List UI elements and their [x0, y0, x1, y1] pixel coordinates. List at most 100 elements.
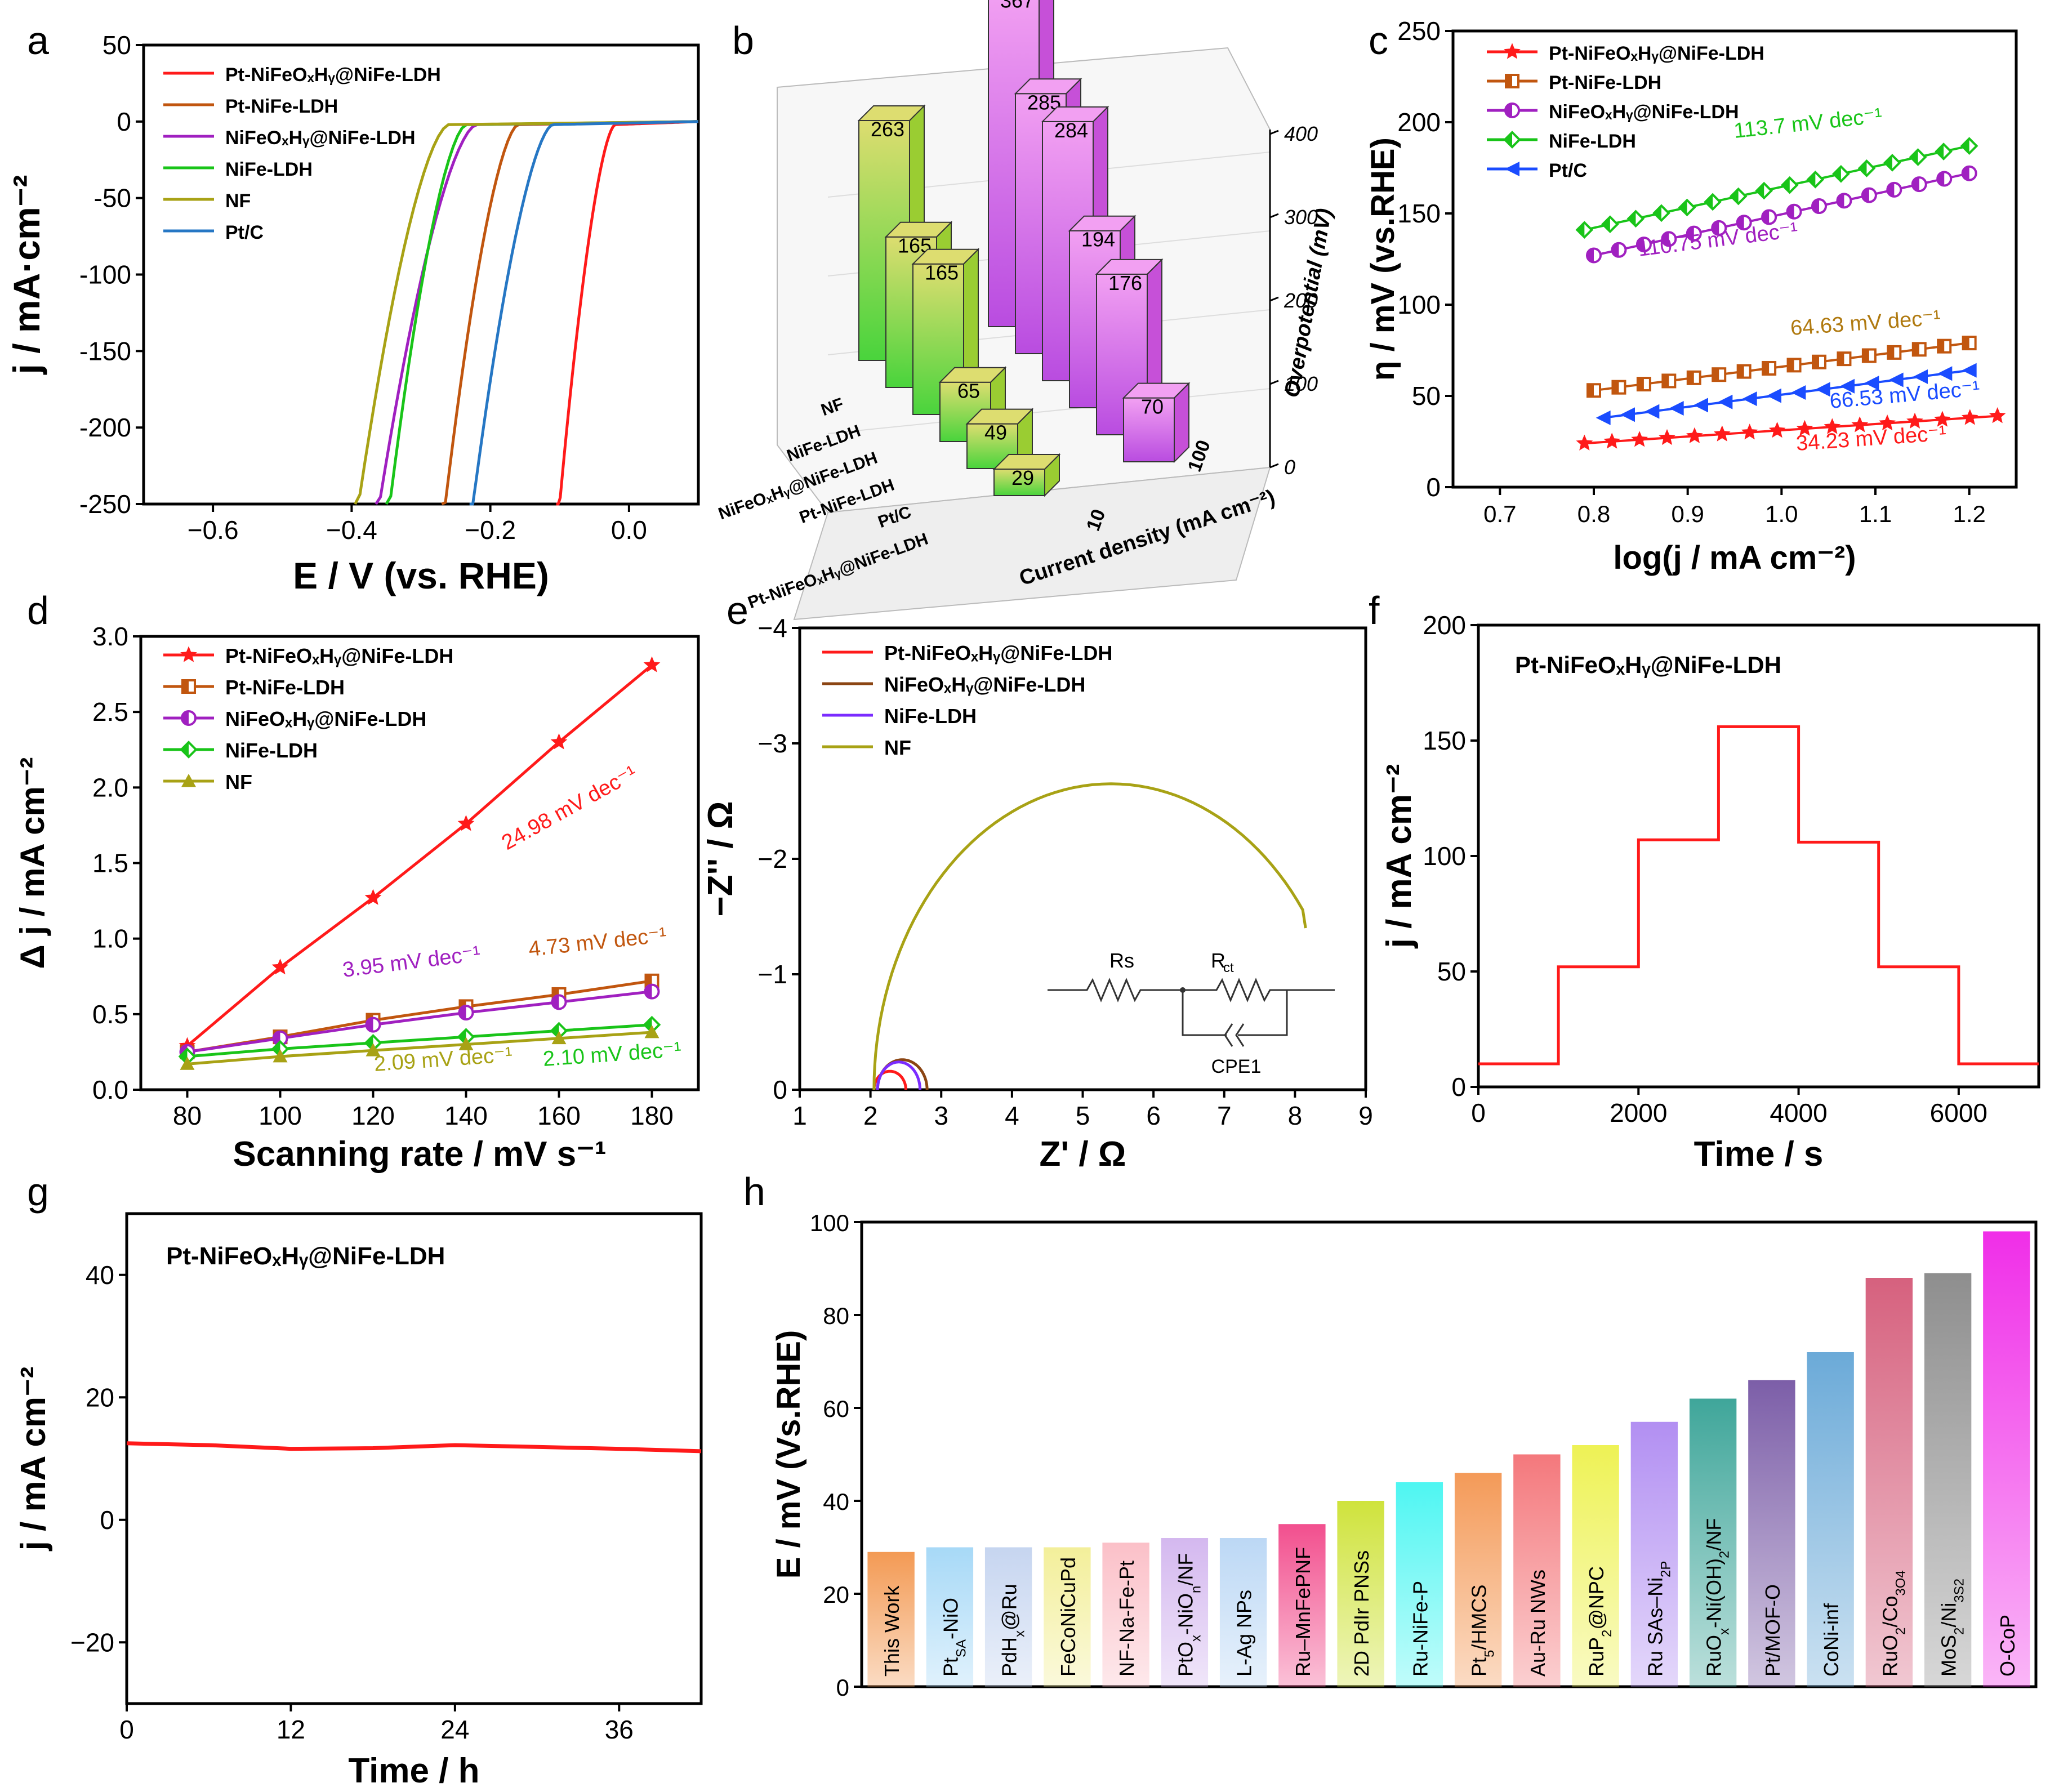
- chart-c-point: [1635, 237, 1652, 253]
- chart-b-bar-top: [1068, 215, 1137, 231]
- chart-h-bar: [1807, 1352, 1854, 1687]
- chart-h-category-label: PdHx@Ru: [998, 1584, 1028, 1677]
- chart-d-ytick-label: 2.0: [92, 773, 128, 802]
- chart-c-point: [1960, 137, 1978, 155]
- chart-c-point: [1767, 388, 1781, 403]
- chart-c-point: [1652, 204, 1670, 222]
- chart-b-ztick: [1269, 296, 1279, 302]
- chart-h-label-part: 2: [1951, 1579, 1967, 1586]
- chart-h-bar: [1865, 1278, 1913, 1687]
- circuit-rs-resistor: [1048, 978, 1183, 1002]
- circuit-diagram: Rs Rct CPE1: [1048, 949, 1335, 1077]
- chart-c-point: [1603, 433, 1621, 449]
- chart-h-bar: [867, 1552, 915, 1687]
- chart-d-point: [457, 815, 475, 831]
- chart-d-point-half: [552, 995, 559, 1009]
- chart-c-point-half: [1757, 183, 1764, 198]
- chart-d-xtick-label: 140: [444, 1101, 488, 1130]
- chart-c-point-half: [1833, 166, 1841, 181]
- chart-b-bar-top: [1014, 78, 1082, 95]
- chart-b-bar-label: 284: [1054, 119, 1088, 142]
- chart-c-point: [1761, 209, 1777, 225]
- chart-c-point-half: [1628, 211, 1636, 226]
- chart-c-point-half: [1602, 217, 1610, 232]
- chart-c-point-half: [1885, 155, 1892, 170]
- chart-d-ytick-label: 2.5: [92, 697, 128, 726]
- chart-h-label-part: Pt: [939, 1657, 962, 1677]
- chart-e-series-line: [872, 782, 1307, 1090]
- chart-c-point: [1678, 198, 1696, 217]
- chart-h-category-label: Pt5/HMCS: [1468, 1585, 1498, 1677]
- chart-h-bar: [926, 1547, 974, 1687]
- chart-c-legend-label: NiFeOₓHᵧ@NiFe-LDH: [1549, 101, 1739, 123]
- panel-label-c: c: [1369, 19, 1388, 63]
- chart-c-point-half: [1637, 238, 1644, 252]
- chart-d-xlabel: Scanning rate / mV s⁻¹: [233, 1135, 606, 1174]
- chart-b-bar-label: 70: [1141, 395, 1164, 418]
- chart-h-label-part: This Work: [880, 1585, 903, 1677]
- chart-d-series-line: [187, 990, 652, 1054]
- chart-c-xtick-label: 0.7: [1483, 501, 1516, 527]
- chart-e-xtick-label: 9: [1358, 1101, 1373, 1130]
- chart-h-ylabel: E / mV (Vs.RHE): [770, 1330, 807, 1579]
- chart-h-label-part: 2: [1893, 1628, 1908, 1635]
- chart-d-ytick-label: 3.0: [92, 622, 128, 651]
- chart-h-label-part: /Ni: [1937, 1603, 1960, 1628]
- chart-h-label-part: x: [1188, 1635, 1204, 1642]
- circuit-cpe-label: CPE1: [1211, 1056, 1262, 1077]
- chart-h-bar: [1044, 1547, 1091, 1687]
- chart-c-point: [1631, 431, 1648, 447]
- chart-c-point-half: [1962, 166, 1969, 180]
- chart-d-point-half: [645, 974, 652, 987]
- chart-c-xtick-label: 0.9: [1671, 501, 1704, 527]
- chart-c-point: [1704, 193, 1722, 211]
- chart-b-floor: [793, 466, 1271, 621]
- chart-c-series-line: [1593, 172, 1970, 257]
- chart-c-point: [1636, 377, 1651, 392]
- chart-c-legend-marker-half: [1506, 75, 1512, 87]
- chart-b-ztick-label: 200: [1284, 289, 1318, 312]
- chart-c-point: [1713, 425, 1731, 442]
- chart-h-label-part: PtO: [1174, 1642, 1197, 1677]
- panel-label-d: d: [27, 589, 49, 632]
- chart-d-point-half: [552, 988, 559, 1001]
- chart-c-point: [1712, 367, 1727, 382]
- chart-c-point-half: [1612, 381, 1619, 394]
- chart-c-point: [1832, 164, 1850, 183]
- chart-e-series-line: [876, 1060, 922, 1090]
- chart-f-annotation: Pt-NiFeOₓHᵧ@NiFe-LDH: [1515, 652, 1781, 678]
- chart-c-point: [1729, 187, 1748, 206]
- chart-c-point: [1934, 411, 1951, 427]
- chart-e-legend-label: Pt-NiFeOₓHᵧ@NiFe-LDH: [884, 641, 1112, 665]
- chart-c-ytick-label: 100: [1397, 290, 1441, 319]
- chart-c-point-half: [1763, 362, 1770, 375]
- chart-c-point: [1911, 342, 1927, 357]
- chart-f-xtick-label: 6000: [1930, 1098, 1987, 1127]
- chart-c-point-half: [1813, 355, 1819, 368]
- chart-d-legend-label: NF: [225, 770, 252, 794]
- chart-c-ytick-label: 200: [1397, 108, 1441, 137]
- chart-h-label-part: Au-Ru NWs: [1526, 1570, 1549, 1677]
- circuit-rct-label: R: [1211, 949, 1225, 972]
- panel-label-f: f: [1369, 589, 1380, 632]
- chart-c-point: [1711, 220, 1727, 236]
- chart-b-bar-label: 263: [871, 118, 904, 141]
- chart-h-label-part: SA: [953, 1639, 969, 1657]
- chart-f-ytick-label: 200: [1423, 610, 1466, 640]
- chart-c-series-line: [1593, 342, 1969, 392]
- chart-a-ytick-label: -250: [79, 489, 131, 519]
- chart-h-bar: [1337, 1501, 1384, 1687]
- chart-c-point: [1883, 154, 1901, 172]
- chart-d-legend-marker: [181, 774, 196, 787]
- chart-c-point-half: [1912, 177, 1919, 191]
- chart-c-point: [1961, 409, 1978, 425]
- chart-h-label-part: O-CoP: [1996, 1615, 2019, 1677]
- chart-b-bar-label: 65: [957, 380, 980, 403]
- chart-f-xtick-label: 4000: [1770, 1098, 1827, 1127]
- chart-d-series-line: [186, 664, 653, 1047]
- chart-c-point-half: [1962, 139, 1969, 154]
- chart-c-point: [1741, 424, 1758, 440]
- chart-a-ylabel: j / mA·cm⁻²: [6, 175, 47, 376]
- chart-c-point: [1886, 181, 1902, 198]
- chart-c-point: [1736, 364, 1752, 379]
